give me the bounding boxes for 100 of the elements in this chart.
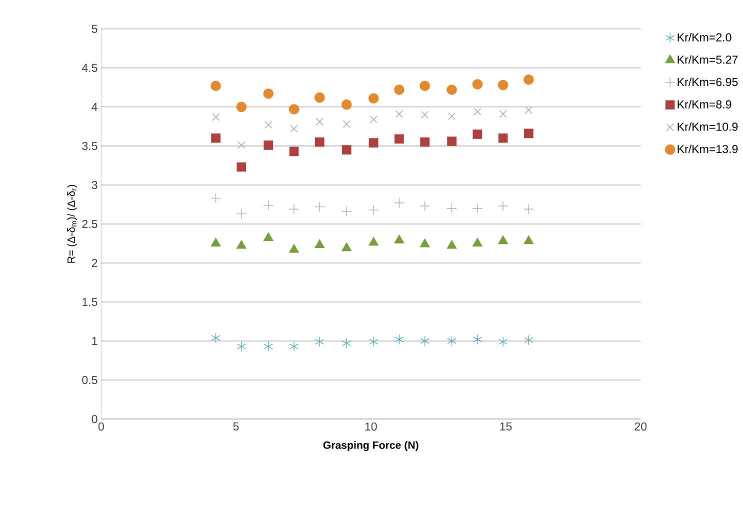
y-axis-title: R= (Δ-δ$_{m}$)/ (Δ-δ$_{r}$) — [67, 184, 77, 263]
point — [368, 138, 378, 148]
point — [264, 140, 274, 150]
y-tick-label: 3.5 — [82, 142, 98, 150]
point — [314, 137, 324, 147]
x-tick-label: 10 — [365, 422, 377, 431]
y-tick-label: 4 — [92, 102, 98, 111]
point — [288, 204, 300, 214]
point — [210, 80, 221, 91]
point — [472, 238, 482, 246]
point — [238, 141, 246, 149]
y-tick-label: 1 — [92, 336, 98, 345]
point — [236, 208, 247, 219]
point — [499, 110, 507, 118]
point — [498, 336, 508, 347]
point — [342, 338, 352, 348]
point — [498, 80, 508, 90]
point — [342, 242, 352, 252]
point — [342, 120, 350, 128]
point — [368, 204, 379, 215]
point — [263, 88, 274, 99]
point — [342, 145, 352, 154]
point — [263, 232, 274, 241]
point — [341, 99, 352, 110]
point — [472, 334, 482, 344]
y-tick-label: 0.5 — [82, 376, 98, 384]
point — [314, 239, 325, 248]
point — [472, 129, 482, 139]
point — [290, 124, 298, 132]
point — [420, 238, 430, 248]
point — [315, 336, 324, 347]
point — [210, 238, 221, 246]
point — [394, 234, 404, 244]
x-tick-label: 5 — [233, 422, 239, 430]
point — [263, 200, 274, 210]
point — [524, 235, 534, 244]
y-tick-label: 5 — [92, 24, 98, 33]
x-tick-label: 15 — [500, 422, 512, 430]
point — [524, 74, 534, 85]
point — [370, 116, 378, 124]
point — [369, 336, 378, 347]
point — [524, 334, 534, 346]
point — [314, 92, 325, 103]
point — [498, 235, 508, 244]
legend-label: Kr/Km=6.95 — [678, 78, 738, 86]
y-tick-label: 3 — [92, 180, 98, 189]
point — [289, 341, 299, 352]
y-tick-label: 2.5 — [82, 220, 98, 228]
legend-label: Kr/Km=2.0 — [678, 32, 732, 42]
point — [420, 137, 430, 147]
point — [420, 336, 430, 346]
point — [448, 112, 456, 120]
y-tick-label: 2 — [92, 258, 98, 267]
point — [314, 202, 325, 212]
point — [447, 336, 456, 346]
point — [236, 102, 247, 112]
point — [212, 113, 220, 121]
y-tick-label: 4.5 — [82, 64, 98, 72]
point — [446, 84, 457, 95]
point — [316, 118, 324, 126]
point — [264, 341, 273, 352]
point — [447, 136, 456, 146]
point — [236, 240, 246, 249]
point — [394, 134, 404, 144]
point — [524, 106, 532, 114]
legend-label: Kr/Km=10.9 — [678, 122, 738, 131]
point — [236, 162, 246, 172]
x-tick-label: 0 — [98, 422, 104, 431]
point — [524, 128, 534, 138]
point — [289, 244, 299, 253]
point — [446, 203, 457, 214]
y-tick-label: 0 — [92, 414, 98, 424]
point — [211, 332, 220, 343]
point — [421, 110, 429, 118]
point — [446, 240, 457, 249]
point — [341, 206, 352, 217]
legend-label: Kr/Km=13.9 — [678, 144, 738, 154]
point — [498, 200, 508, 212]
point — [472, 79, 483, 90]
legend-label: Kr/Km=8.9 — [678, 100, 732, 108]
x-tick-label: 20 — [634, 422, 647, 431]
point — [236, 341, 246, 352]
point — [420, 80, 430, 91]
point — [395, 110, 403, 118]
point — [472, 203, 483, 214]
point — [394, 198, 404, 208]
point — [211, 133, 220, 143]
point — [394, 84, 404, 95]
point — [210, 192, 221, 204]
point — [289, 146, 299, 156]
point — [264, 121, 272, 129]
point — [288, 104, 300, 114]
point — [368, 236, 379, 246]
legend-label: Kr/Km=5.27 — [678, 55, 738, 64]
point — [420, 200, 430, 212]
point — [524, 204, 534, 214]
point — [394, 334, 404, 344]
point — [368, 93, 379, 104]
point — [474, 108, 482, 116]
y-tick-label: 1.5 — [82, 298, 98, 306]
